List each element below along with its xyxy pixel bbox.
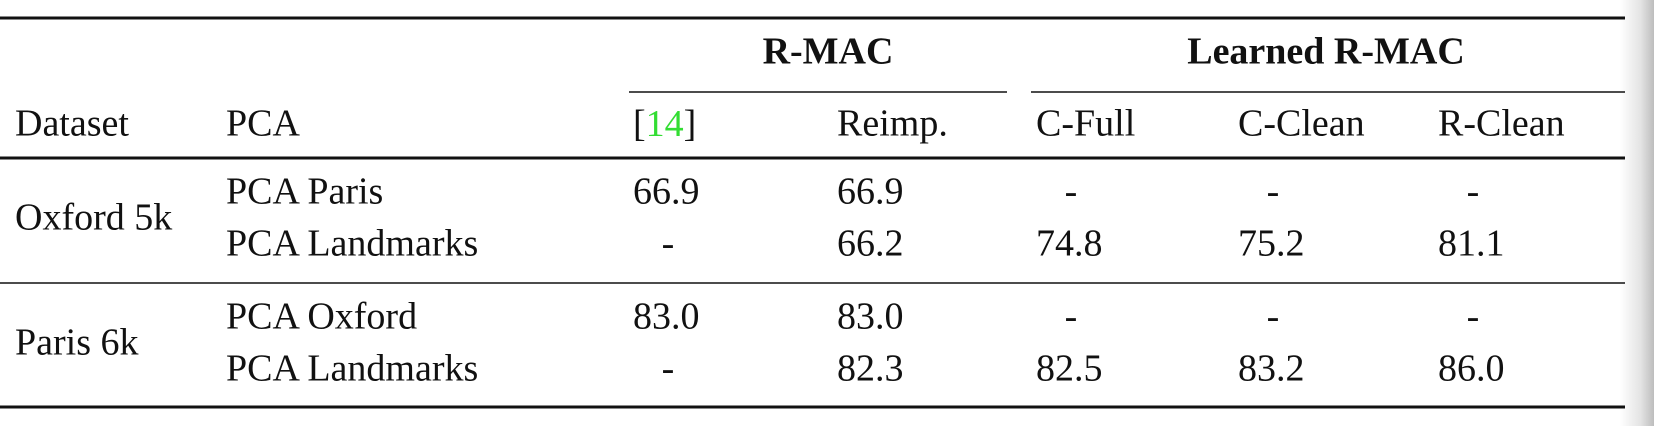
cell: 83.0 <box>837 296 904 338</box>
cell: 66.9 <box>837 171 904 213</box>
column-header: Reimp. <box>837 103 948 145</box>
group-header: Learned R-MAC <box>1187 31 1465 73</box>
column-header: C-Clean <box>1238 103 1365 145</box>
cell: 75.2 <box>1238 223 1305 265</box>
page-edge <box>1620 0 1654 426</box>
column-header: C-Full <box>1036 103 1135 145</box>
pca-label: PCA Paris <box>226 171 383 213</box>
pca-label: PCA Oxford <box>226 296 417 338</box>
bracket: ] <box>684 103 697 145</box>
cell: - <box>1065 296 1078 338</box>
column-header: R-Clean <box>1438 103 1565 145</box>
cell: 82.3 <box>837 348 904 390</box>
dataset-label: Paris 6k <box>15 322 139 364</box>
cell: - <box>662 348 675 390</box>
cell: 83.0 <box>633 296 700 338</box>
cell: 81.1 <box>1438 223 1505 265</box>
pca-label: PCA Landmarks <box>226 348 478 390</box>
group-header: R-MAC <box>763 31 894 73</box>
cell: 74.8 <box>1036 223 1103 265</box>
column-header: Dataset <box>15 103 129 145</box>
pca-label: PCA Landmarks <box>226 223 478 265</box>
cell: 86.0 <box>1438 348 1505 390</box>
cell: - <box>1065 171 1078 213</box>
citation-link[interactable]: 14 <box>646 103 684 145</box>
dataset-label: Oxford 5k <box>15 197 172 239</box>
column-header: PCA <box>226 103 300 145</box>
cell: - <box>1267 296 1280 338</box>
cell: - <box>1267 171 1280 213</box>
cell: 83.2 <box>1238 348 1305 390</box>
bracket: [ <box>633 103 646 145</box>
cell: 82.5 <box>1036 348 1103 390</box>
cell: 66.2 <box>837 223 904 265</box>
cell: - <box>662 223 675 265</box>
cell: - <box>1467 171 1480 213</box>
citation-header: [14] <box>633 103 696 145</box>
cell: 66.9 <box>633 171 700 213</box>
cell: - <box>1467 296 1480 338</box>
